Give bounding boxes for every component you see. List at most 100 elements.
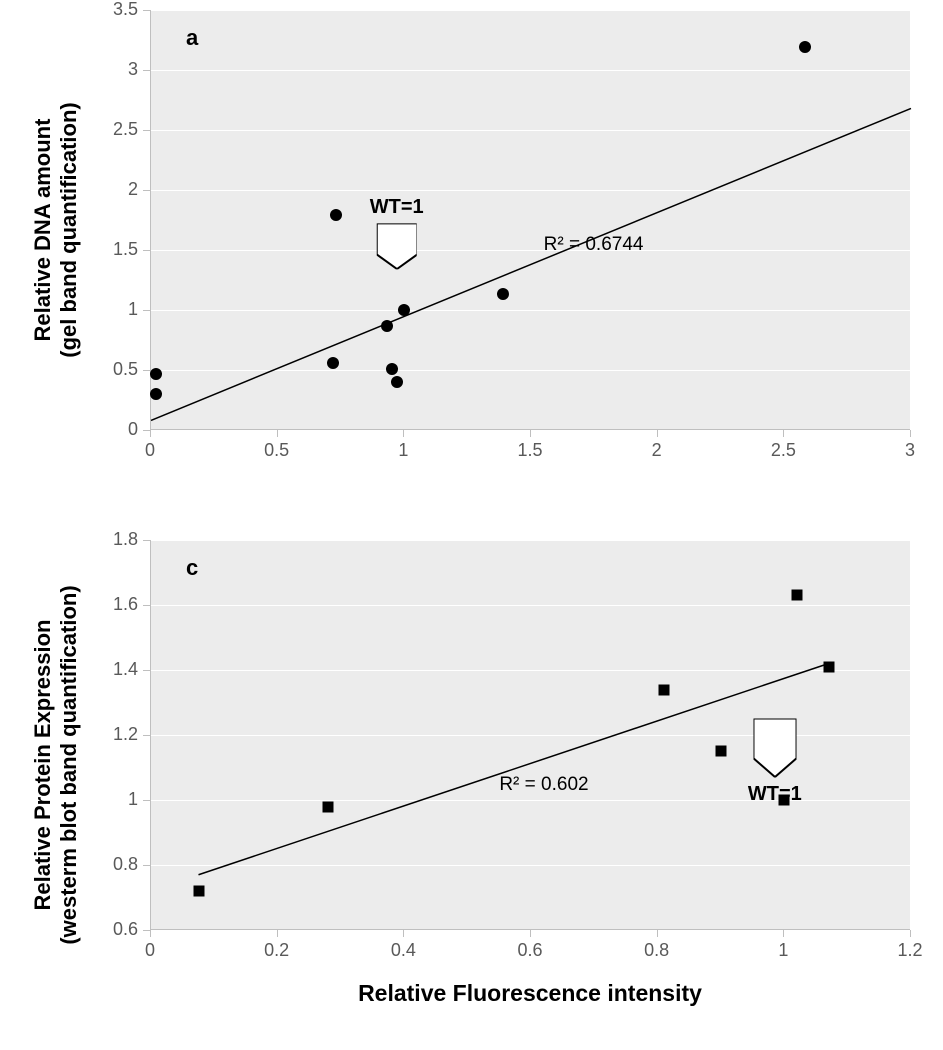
y-tick-label: 0.5 — [78, 359, 138, 380]
x-tick — [403, 430, 404, 437]
data-point — [323, 801, 334, 812]
y-tick — [143, 430, 150, 431]
gridline — [151, 10, 910, 11]
gridline — [151, 70, 910, 71]
x-tick-label: 1 — [758, 940, 808, 961]
y-tick — [143, 540, 150, 541]
x-tick-label: 1.2 — [885, 940, 935, 961]
y-tick — [143, 70, 150, 71]
x-tick-label: 0.4 — [378, 940, 428, 961]
figure: Relative DNA amount (gel band quantifica… — [0, 0, 943, 1050]
x-tick — [530, 930, 531, 937]
y-tick — [143, 865, 150, 866]
y-tick-label: 1.4 — [78, 659, 138, 680]
y-tick-label: 0 — [78, 419, 138, 440]
data-point — [659, 684, 670, 695]
y-tick — [143, 190, 150, 191]
x-tick-label: 0 — [125, 940, 175, 961]
x-tick-label: 1 — [378, 440, 428, 461]
y-tick-label: 1.5 — [78, 239, 138, 260]
data-point — [391, 376, 403, 388]
x-tick-label: 2.5 — [758, 440, 808, 461]
y-axis-label-c-line2: (westerm blot band quantification) — [56, 585, 81, 944]
x-tick-label: 0.5 — [252, 440, 302, 461]
x-axis-label-text: Relative Fluorescence intensity — [358, 980, 702, 1006]
panel-a: Relative DNA amount (gel band quantifica… — [0, 0, 943, 500]
panel-c: Relative Protein Expression (westerm blo… — [0, 530, 943, 1050]
y-tick-label: 0.6 — [78, 919, 138, 940]
x-tick — [530, 430, 531, 437]
data-point — [716, 746, 727, 757]
x-tick-label: 0.8 — [632, 940, 682, 961]
x-tick — [150, 930, 151, 937]
data-point — [381, 320, 393, 332]
y-axis-label-a: Relative DNA amount (gel band quantifica… — [30, 30, 82, 430]
data-point — [823, 661, 834, 672]
gridline — [151, 370, 910, 371]
gridline — [151, 865, 910, 866]
r-squared-label: R² = 0.6744 — [544, 234, 644, 256]
data-point — [398, 304, 410, 316]
y-tick-label: 1 — [78, 789, 138, 810]
gridline — [151, 190, 910, 191]
plot-area-a: aR² = 0.6744WT=1 — [150, 10, 910, 430]
y-tick — [143, 605, 150, 606]
chevron-down-icon — [376, 224, 417, 270]
y-tick — [143, 310, 150, 311]
x-tick — [910, 430, 911, 437]
r-squared-label: R² = 0.602 — [499, 774, 588, 796]
x-tick-label: 3 — [885, 440, 935, 461]
x-tick — [657, 930, 658, 937]
wt-callout — [753, 719, 796, 778]
wt-callout — [376, 224, 417, 270]
y-axis-label-c-line1: Relative Protein Expression — [30, 620, 55, 911]
plot-area-c: c R² = 0.602 WT=1 — [150, 540, 910, 930]
y-tick — [143, 130, 150, 131]
data-point — [193, 886, 204, 897]
data-point — [150, 388, 162, 400]
y-tick — [143, 370, 150, 371]
data-point — [327, 357, 339, 369]
x-tick — [910, 930, 911, 937]
y-tick — [143, 10, 150, 11]
x-tick-label: 1.5 — [505, 440, 555, 461]
x-tick — [783, 430, 784, 437]
x-tick-label: 0.2 — [252, 940, 302, 961]
data-point — [150, 368, 162, 380]
x-tick-label: 0.6 — [505, 940, 555, 961]
y-tick-label: 1.8 — [78, 529, 138, 550]
y-tick-label: 3.5 — [78, 0, 138, 20]
y-axis-label-a-line1: Relative DNA amount — [30, 119, 55, 342]
data-point — [799, 41, 811, 53]
gridline — [151, 310, 910, 311]
y-tick-label: 3 — [78, 59, 138, 80]
data-point — [330, 209, 342, 221]
gridline — [151, 540, 910, 541]
y-tick — [143, 800, 150, 801]
gridline — [151, 670, 910, 671]
panel-letter: a — [186, 25, 198, 51]
y-tick-label: 1.6 — [78, 594, 138, 615]
y-tick — [143, 670, 150, 671]
data-point — [386, 363, 398, 375]
wt-label: WT=1 — [730, 783, 820, 806]
y-tick-label: 0.8 — [78, 854, 138, 875]
data-point — [792, 590, 803, 601]
gridline — [151, 130, 910, 131]
y-axis-label-c: Relative Protein Expression (westerm blo… — [30, 555, 82, 975]
gridline — [151, 605, 910, 606]
gridline — [151, 250, 910, 251]
x-tick-label: 0 — [125, 440, 175, 461]
chevron-down-icon — [753, 719, 796, 778]
x-tick — [783, 930, 784, 937]
x-tick — [277, 930, 278, 937]
x-tick — [403, 930, 404, 937]
x-tick-label: 2 — [632, 440, 682, 461]
panel-letter: c — [186, 555, 198, 581]
y-tick — [143, 930, 150, 931]
y-tick-label: 2.5 — [78, 119, 138, 140]
x-tick — [277, 430, 278, 437]
x-axis-label: Relative Fluorescence intensity — [150, 980, 910, 1007]
trend-line — [151, 10, 910, 429]
data-point — [497, 288, 509, 300]
